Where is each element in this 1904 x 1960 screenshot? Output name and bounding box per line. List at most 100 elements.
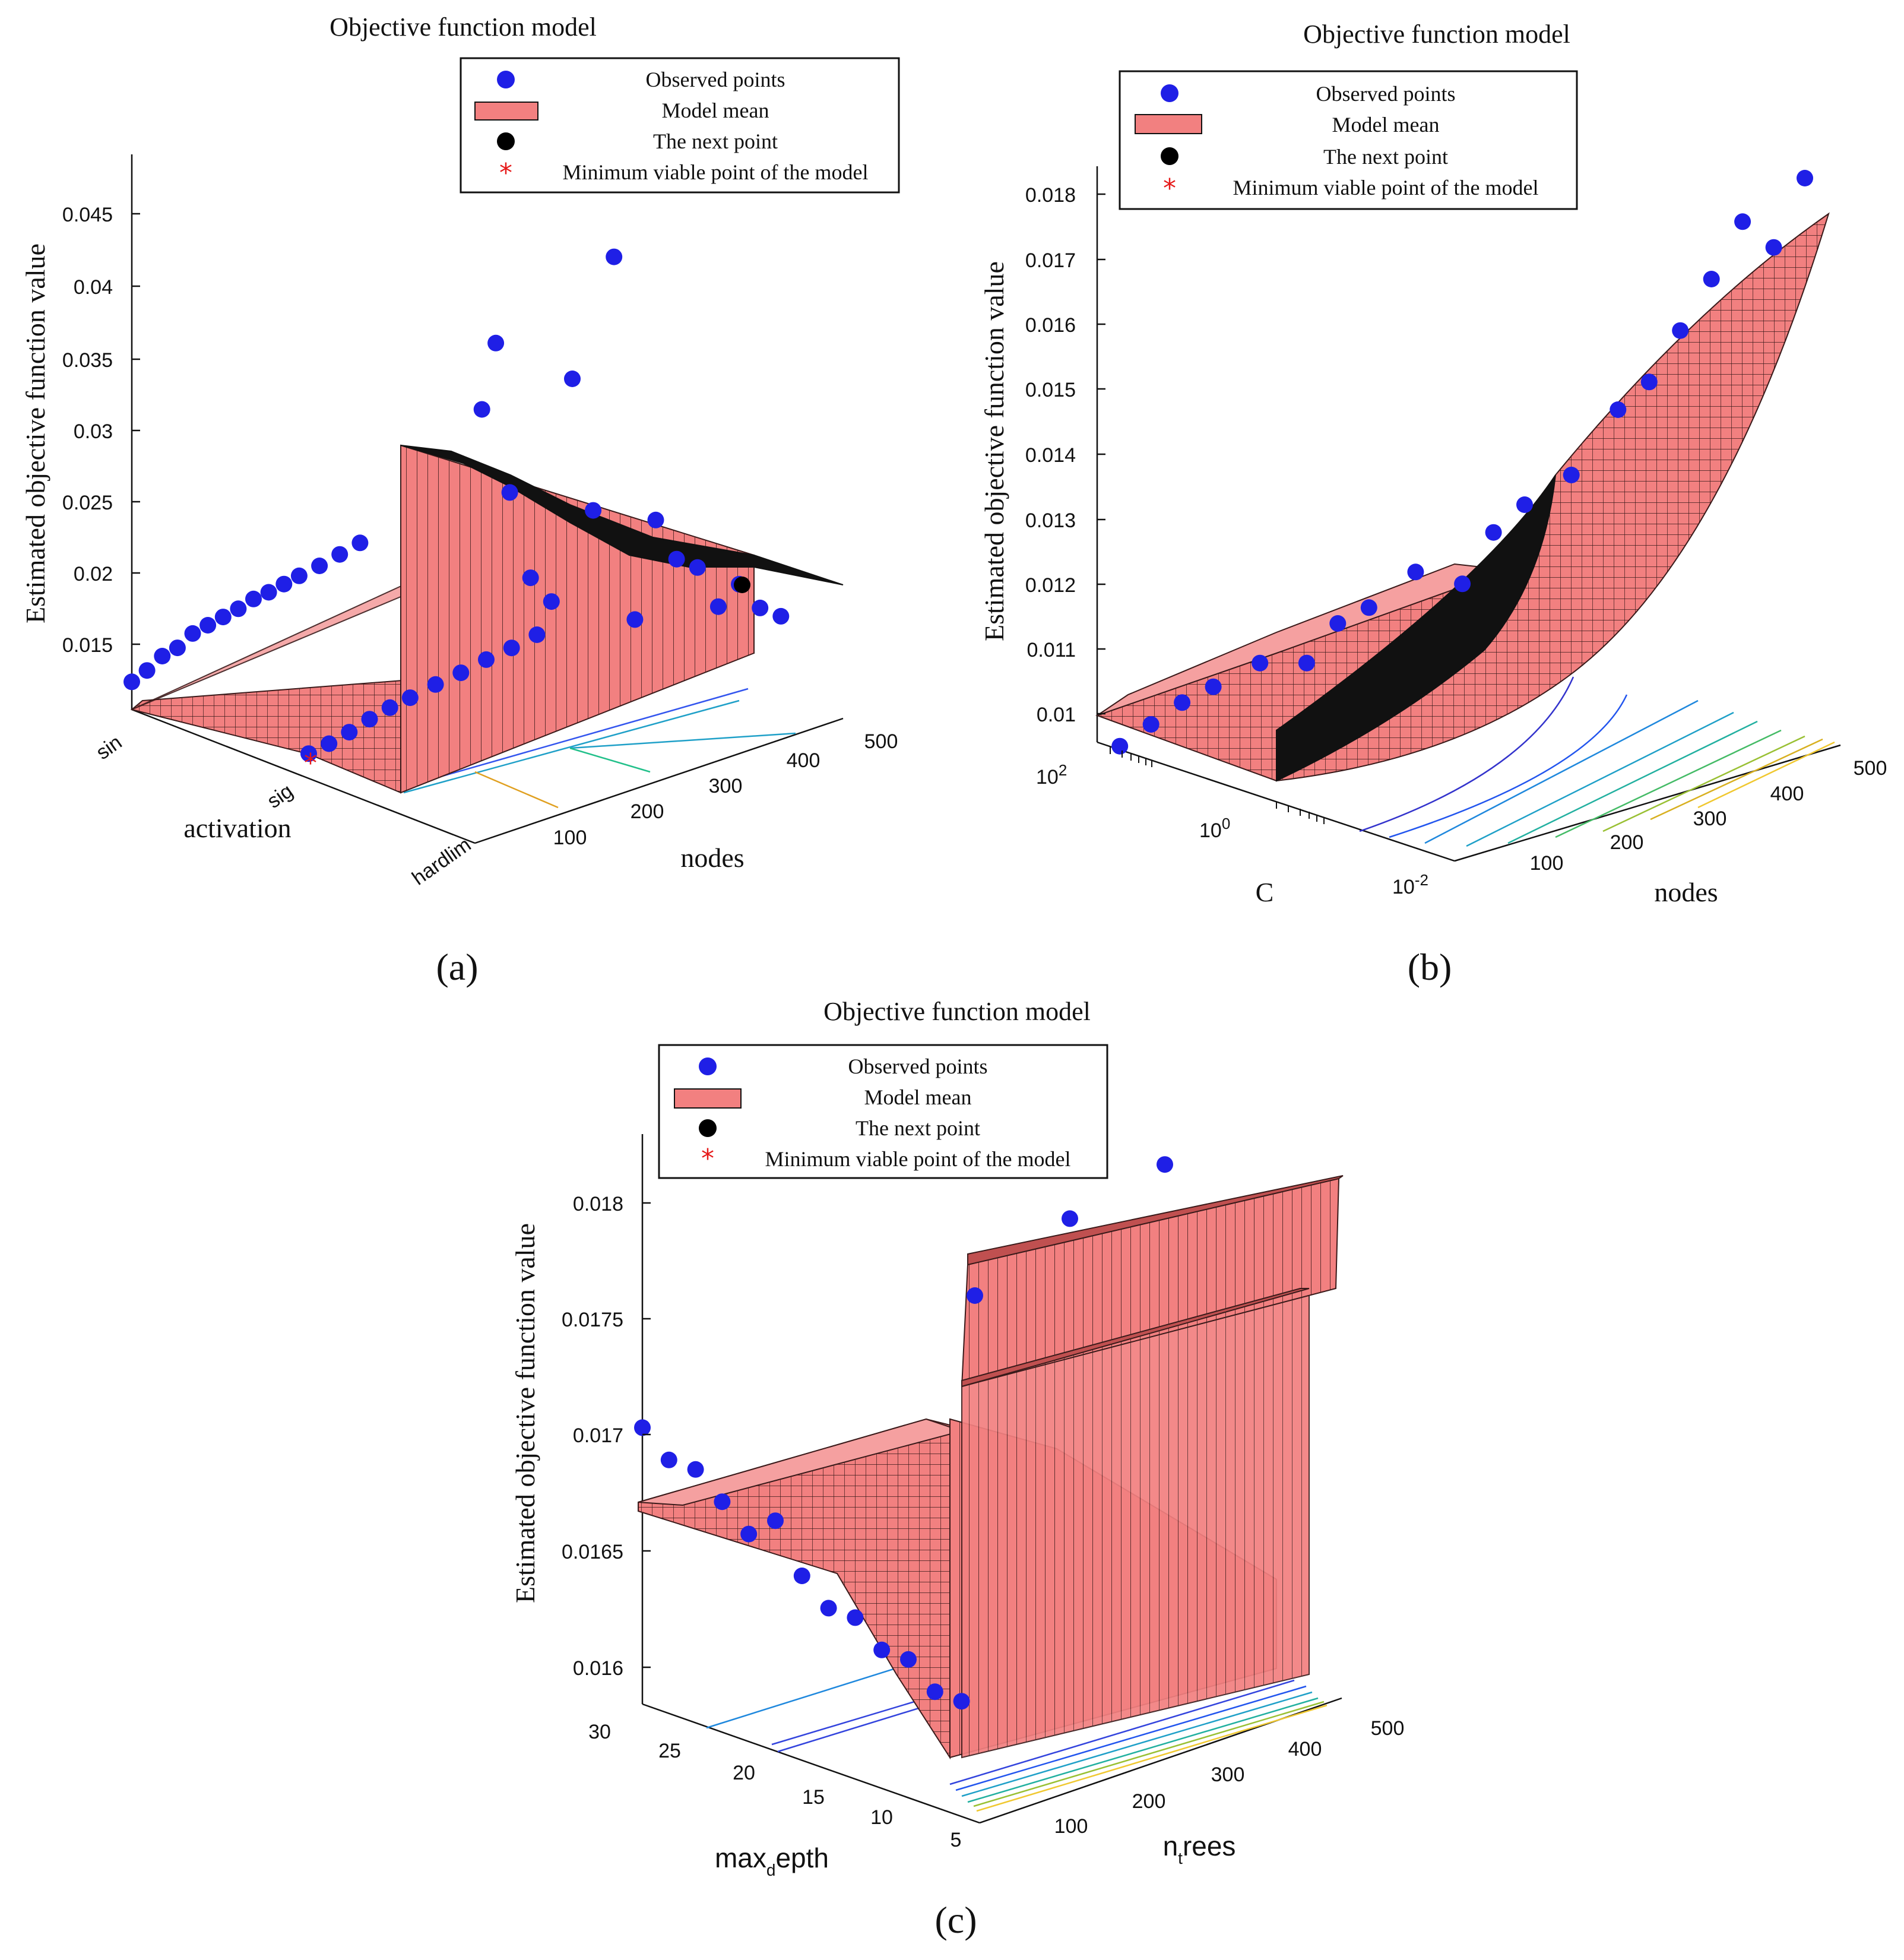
panel-a-x-tick-2: hardlim [408, 833, 475, 889]
panel-c-observed-point [953, 1693, 970, 1710]
panel-a-observed-point [199, 617, 217, 634]
panel-a-observed-point [606, 248, 623, 265]
panel-a-observed-point [169, 639, 186, 657]
panel-a-observed-point [647, 511, 664, 528]
panel-a-x-tick-1: sig [263, 780, 297, 813]
panel-b-z-tick-3: 0.013 [1025, 509, 1076, 532]
panel-c-x-tick-0: 30 [588, 1721, 611, 1743]
legend-observed-icon [497, 71, 515, 88]
panel-c-y-tick-3: 400 [1288, 1738, 1322, 1760]
legend-mean-icon [474, 102, 538, 121]
panel-b-x-tick-1: 100 [1199, 815, 1230, 842]
panel-b-observed-point [1407, 563, 1424, 581]
panel-c-observed-point [660, 1451, 677, 1468]
panel-a-x-tick-0: sin [92, 731, 126, 764]
panel-b-observed-point [1703, 271, 1720, 287]
panel-b-observed-point [1610, 401, 1627, 418]
panel-b-y-tick-1: 200 [1610, 831, 1644, 854]
panel-b-legend-observed: Observed points [1316, 82, 1456, 106]
panel-a-observed-point [401, 689, 419, 707]
panel-b-observed-point [1329, 615, 1347, 632]
panel-c-legend-minimum: Minimum viable point of the model [765, 1147, 1071, 1171]
panel-c-x-ticks: 30 25 20 15 10 5 [588, 1721, 961, 1851]
panel-b-x-minor-ticks [1110, 747, 1325, 824]
panel-c-observed-point [687, 1461, 704, 1478]
panel-b-observed-point [1142, 716, 1159, 733]
panel-a-observed-point [154, 648, 171, 664]
panel-b-observed-point [1298, 654, 1315, 672]
legend-next-icon [497, 132, 515, 150]
panel-a-y-tick-4: 500 [864, 730, 898, 753]
panel-a-observed-point [300, 745, 317, 762]
panel-a-observed-point [522, 569, 539, 587]
panel-a-observed-point [487, 334, 505, 352]
panel-b-legend: * Observed points Model mean The next po… [1119, 70, 1578, 210]
panel-b-y-tick-4: 500 [1854, 757, 1887, 780]
panel-c-observed-point [926, 1683, 943, 1701]
panel-c-x-tick-1: 25 [658, 1740, 681, 1762]
panel-c-observed-point [847, 1609, 864, 1626]
panel-c-x-tick-4: 10 [870, 1806, 893, 1829]
panel-a-y-tick-2: 300 [709, 775, 743, 797]
panel-b-observed-points [1111, 170, 1813, 755]
panel-c-y-tick-1: 200 [1132, 1790, 1166, 1813]
panel-c-label: (c) [934, 1899, 977, 1941]
panel-c-legend: * Observed points Model mean The next po… [658, 1044, 1108, 1179]
panel-a-z-tick-6: 0.045 [62, 204, 113, 226]
panel-c-observed-point [873, 1641, 891, 1658]
panel-b-z-tick-0: 0.01 [1037, 704, 1076, 726]
panel-a-legend-minimum: Minimum viable point of the model [563, 160, 869, 184]
panel-b-y-tick-3: 400 [1770, 783, 1804, 805]
panel-a-observed-point [290, 567, 308, 584]
panel-b-observed-point [1734, 213, 1751, 230]
panel-c-y-ticks: 100 200 300 400 500 [1054, 1717, 1405, 1838]
panel-c-z-label: Estimated objective function value [510, 1223, 540, 1603]
panel-b-mean-surface-back [1097, 563, 1509, 716]
panel-a-observed-point [528, 626, 546, 643]
panel-a-title: Objective function model [330, 12, 597, 42]
panel-a-y-ticks: 100 200 300 400 500 [553, 730, 898, 849]
panel-a-observed-point [138, 662, 156, 679]
legend-next-icon [1161, 147, 1178, 165]
panel-c-z-tick-0: 0.016 [573, 1657, 623, 1680]
panel-a-observed-point [245, 590, 262, 607]
panel-a-z-ticks: 0.015 0.02 0.025 0.03 0.035 0.04 0.045 [62, 204, 140, 657]
panel-a-observed-point [361, 711, 378, 728]
panel-c-z-ticks: 0.016 0.0165 0.017 0.0175 0.018 [562, 1193, 651, 1680]
panel-c-x-label: maxdepth [715, 1842, 829, 1879]
panel-c-z-tick-1: 0.0165 [562, 1541, 623, 1563]
panel-a-legend-mean: Model mean [662, 99, 769, 122]
panel-c-legend-observed: Observed points [848, 1055, 988, 1078]
panel-a-z-tick-2: 0.025 [62, 492, 113, 514]
panel-a-observed-point [772, 607, 790, 625]
panel-b-z-tick-2: 0.012 [1025, 574, 1076, 597]
panel-a-contours [394, 688, 796, 809]
panel-a-y-axis [474, 717, 844, 844]
legend-mean-icon [1135, 114, 1202, 134]
panel-a-observed-point [311, 558, 328, 574]
panel-b-z-ticks: 0.01 0.011 0.012 0.013 0.014 0.015 0.016… [1025, 184, 1105, 726]
panel-a-observed-point [709, 598, 727, 615]
panel-a-observed-points [123, 248, 790, 762]
panel-a-x-label: activation [183, 813, 291, 843]
panel-a-observed-point [123, 673, 140, 691]
panel-b-y-tick-0: 100 [1530, 852, 1564, 875]
panel-b-observed-point [1765, 239, 1782, 256]
panel-a-observed-point [478, 651, 495, 668]
panel-a-observed-point [184, 625, 201, 642]
panel-a-observed-point [452, 664, 470, 682]
panel-b-x-tick-2: 10-2 [1392, 871, 1428, 898]
panel-b-observed-point [1111, 737, 1129, 755]
panel-a-observed-point [503, 639, 520, 657]
panel-c-contours [706, 1661, 1328, 1812]
panel-a-observed-point [275, 575, 293, 593]
panel-a-observed-point [331, 546, 349, 563]
panel-c-z-tick-4: 0.018 [573, 1193, 623, 1215]
panel-a-x-axis [131, 708, 476, 844]
panel-b-x-tick-0: 102 [1036, 761, 1067, 789]
panel-a-observed-point [321, 735, 338, 752]
panel-a-observed-point [564, 371, 581, 387]
panel-b-observed-point [1516, 496, 1533, 513]
panel-c: Objective function model [510, 997, 1404, 1941]
legend-mean-icon [674, 1088, 742, 1109]
